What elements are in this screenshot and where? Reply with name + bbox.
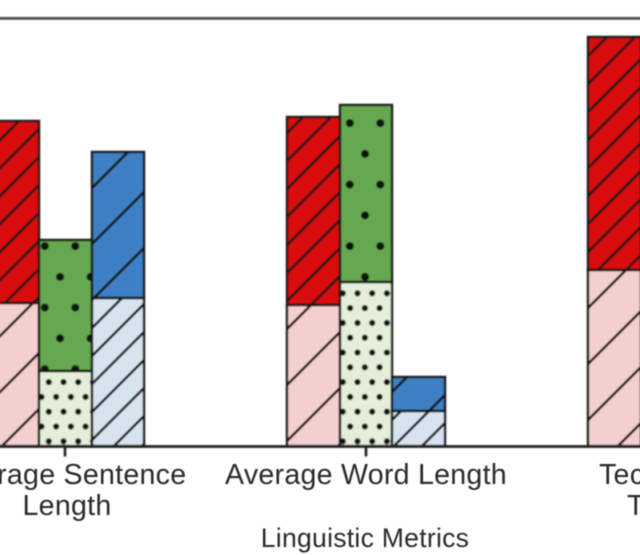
svg-text:Average Sentence: Average Sentence [0, 459, 186, 491]
svg-text:Terms: Terms [627, 490, 640, 522]
svg-text:Technical: Technical [599, 459, 640, 491]
svg-text:Average Word Length: Average Word Length [225, 459, 507, 491]
svg-text:Linguistic Metrics: Linguistic Metrics [261, 523, 469, 553]
svg-text:Length: Length [23, 490, 112, 522]
